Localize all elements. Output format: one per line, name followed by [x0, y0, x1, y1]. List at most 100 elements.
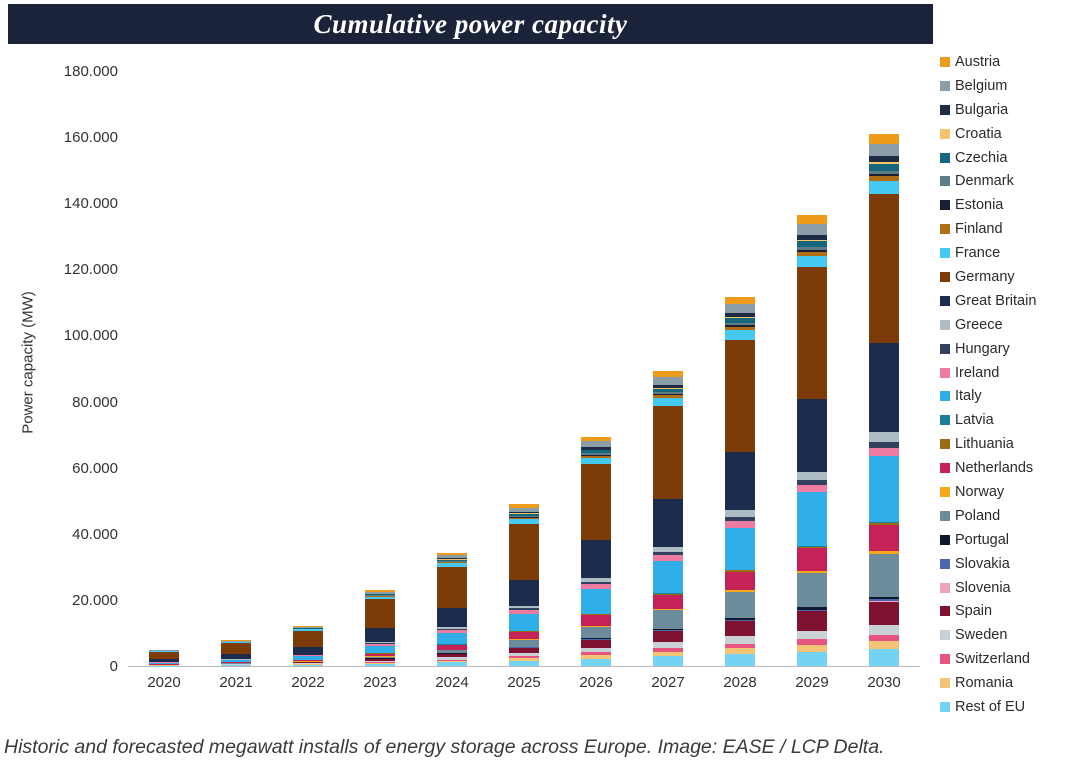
legend-label: Czechia — [955, 149, 1008, 166]
y-tick-label: 160.000 — [63, 129, 118, 147]
y-tick-label: 180.000 — [63, 63, 118, 80]
bar-segment-netherlands — [581, 615, 611, 626]
bar-segment-slovakia — [581, 639, 611, 640]
legend-item-croatia: Croatia — [940, 122, 1080, 146]
stacked-bar-2030 — [869, 133, 899, 666]
bar-segment-sweden — [869, 624, 899, 635]
y-tick-label: 120.000 — [63, 261, 118, 279]
bar-segment-netherlands — [509, 632, 539, 640]
legend-label: Great Britain — [955, 292, 1037, 309]
legend-swatch-icon — [940, 104, 950, 115]
bar-segment-czechia — [509, 513, 539, 516]
bar-segment-norway — [653, 609, 683, 611]
bar-slot-2026 — [560, 72, 632, 666]
bar-segment-austria — [293, 626, 323, 627]
legend-swatch-icon — [940, 439, 950, 450]
legend-label: Germany — [955, 268, 1015, 285]
bar-segment-germany — [437, 566, 467, 608]
bar-segment-germany — [221, 643, 251, 655]
legend-swatch-icon — [940, 343, 950, 354]
bar-segment-denmark — [725, 323, 755, 326]
bar-segment-rest-of-eu — [797, 651, 827, 666]
stacked-bar-2020 — [149, 650, 179, 666]
legend-label: Ireland — [955, 364, 1000, 381]
legend-label: Bulgaria — [955, 101, 1009, 118]
legend-swatch-icon — [940, 271, 950, 282]
bar-segment-norway — [509, 639, 539, 641]
bar-segment-rest-of-eu — [581, 658, 611, 666]
bar-segment-spain — [869, 601, 899, 625]
bar-segment-sweden — [653, 642, 683, 648]
bar-segment-denmark — [437, 561, 467, 562]
legend-item-bulgaria: Bulgaria — [940, 98, 1080, 122]
bar-segment-latvia — [653, 593, 683, 594]
legend-label: Finland — [955, 221, 1003, 238]
bar-segment-latvia — [869, 521, 899, 523]
bar-segment-portugal — [797, 607, 827, 610]
bar-slot-2027 — [632, 72, 704, 666]
legend-label: Lithuania — [955, 436, 1014, 453]
bar-segment-switzerland — [797, 639, 827, 645]
bar-segment-bulgaria — [437, 558, 467, 560]
bar-segment-poland — [581, 626, 611, 639]
bar-segment-romania — [653, 651, 683, 657]
bar-slot-2021 — [200, 72, 272, 666]
legend-item-switzerland: Switzerland — [940, 647, 1080, 671]
bar-segment-france — [797, 255, 827, 267]
bar-segment-austria — [653, 371, 683, 377]
x-axis-labels: 2020 2021 2022 2023 2024 2025 2026 2027 2028 2029… — [128, 674, 920, 691]
legend-swatch-icon — [940, 128, 950, 139]
bar-segment-slovakia — [653, 629, 683, 631]
bar-segment-finland — [437, 562, 467, 564]
legend-label: Sweden — [955, 627, 1008, 644]
bar-segment-romania — [509, 658, 539, 661]
bar-segment-finland — [725, 326, 755, 331]
bar-segment-germany — [725, 339, 755, 453]
bar-segment-croatia — [653, 387, 683, 389]
bar-segment-czechia — [437, 559, 467, 562]
legend-label: Slovakia — [955, 555, 1010, 572]
bar-segment-italy — [869, 455, 899, 522]
chart-caption: Historic and forecasted megawatt install… — [4, 736, 885, 758]
legend-label: Greece — [955, 316, 1003, 333]
legend-swatch-icon — [940, 176, 950, 187]
legend-label: Estonia — [955, 197, 1004, 214]
bar-segment-austria — [365, 590, 395, 592]
bar-slot-2030 — [848, 72, 920, 666]
bar-segment-ireland — [365, 643, 395, 646]
stacked-bar-2025 — [509, 504, 539, 666]
plot-area — [128, 72, 920, 667]
bar-segment-ireland — [797, 484, 827, 493]
bar-segment-portugal — [869, 596, 899, 600]
legend-label: Poland — [955, 507, 1001, 524]
bar-segment-italy — [581, 589, 611, 614]
y-tick-label: 140.000 — [63, 195, 118, 213]
bar-segment-romania — [869, 641, 899, 650]
legend-item-romania: Romania — [940, 671, 1080, 695]
x-axis-label-2028: 2028 — [723, 674, 757, 691]
legend-item-slovenia: Slovenia — [940, 576, 1080, 600]
bar-segment-estonia — [509, 516, 539, 518]
bar-segment-switzerland — [725, 643, 755, 649]
bar-segment-greece — [797, 471, 827, 480]
bar-segment-norway — [869, 551, 899, 554]
bar-segment-italy — [293, 656, 323, 660]
bar-segment-france — [365, 596, 395, 599]
bar-segment-romania — [581, 655, 611, 659]
bar-segment-netherlands — [149, 663, 179, 665]
bar-segment-great-britain — [365, 627, 395, 643]
legend-label: Denmark — [955, 173, 1014, 190]
bar-segment-hungary — [653, 551, 683, 556]
bar-segment-germany — [869, 194, 899, 344]
bar-segment-greece — [581, 577, 611, 582]
bar-slot-2023 — [344, 72, 416, 666]
bar-segment-germany — [149, 651, 179, 660]
bar-segment-spain — [293, 662, 323, 664]
bar-segment-belgium — [797, 223, 827, 235]
legend-label: Norway — [955, 483, 1005, 500]
bar-segment-ireland — [509, 610, 539, 615]
bar-segment-switzerland — [653, 648, 683, 652]
bar-segment-croatia — [581, 449, 611, 451]
bar-segment-france — [725, 330, 755, 340]
bar-segment-sweden — [797, 630, 827, 640]
